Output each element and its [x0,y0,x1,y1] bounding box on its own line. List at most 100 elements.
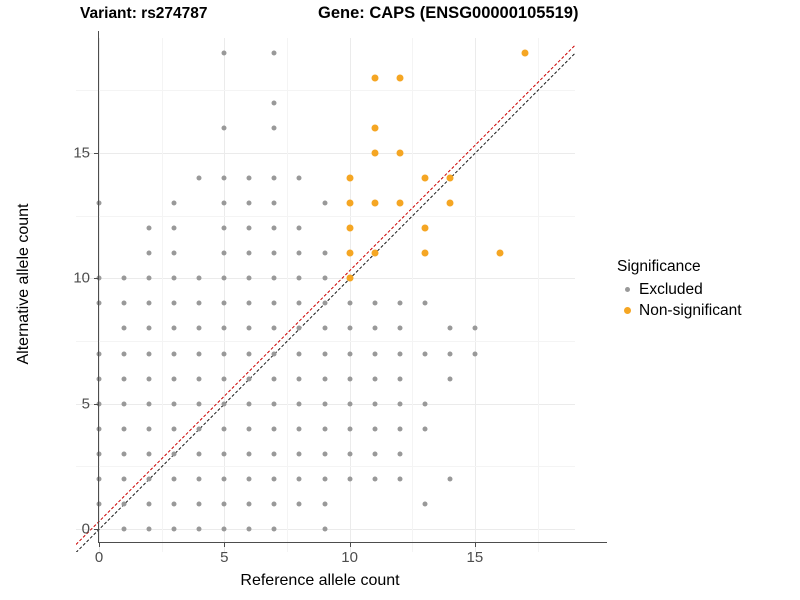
data-point [146,426,152,432]
data-point [271,376,277,382]
data-point [246,300,252,306]
data-point [246,275,252,281]
data-point [196,325,202,331]
data-point [296,476,302,482]
data-point [371,124,379,132]
data-point [221,476,227,482]
legend-item-non-significant[interactable]: Non-significant [617,300,797,321]
data-point [472,325,478,331]
data-point [171,351,177,356]
x-axis-tick-label: 15 [466,549,484,566]
data-point [346,174,354,182]
gene-title: Gene: CAPS (ENSG00000105519) [318,4,579,22]
data-point [271,401,277,407]
y-axis-tick-label: 10 [73,269,90,287]
data-point [271,501,277,507]
data-point [446,174,454,182]
data-point [121,376,127,382]
data-point [171,476,177,482]
data-point [421,249,429,257]
data-point [421,224,429,232]
data-point [271,325,277,331]
data-point [397,300,403,306]
data-point [146,376,152,382]
data-point [397,476,403,482]
data-point [296,325,302,331]
data-point [421,174,429,182]
data-point [372,451,378,457]
data-point [171,250,177,256]
data-point [171,325,177,331]
data-point [296,300,302,306]
data-point [422,300,428,306]
data-point [271,225,277,231]
data-point [322,476,328,482]
data-point [146,250,152,256]
data-point [171,526,177,532]
x-axis-tick-label: 10 [341,549,358,566]
data-point [221,501,227,507]
data-point [422,401,428,407]
data-point [296,501,302,507]
x-axis-tick [474,543,477,547]
data-point [196,501,202,507]
data-point [146,300,152,306]
data-point [121,451,127,457]
data-point [347,451,353,457]
x-axis-tick-label: 0 [94,549,104,566]
data-point [372,351,378,356]
data-point [146,526,152,532]
data-point [397,451,403,457]
data-point [221,526,227,532]
data-point [271,125,277,131]
data-point [221,175,227,181]
legend-item-label: Non-significant [639,301,742,319]
data-point [271,476,277,482]
legend-swatch-icon [617,301,637,321]
data-point [121,325,127,331]
data-point [221,200,227,206]
data-point [196,526,202,532]
x-axis-tick [349,543,351,547]
data-point [296,175,302,181]
data-point [146,275,152,281]
data-point [346,224,354,232]
gridline-vertical [161,37,163,552]
data-point [296,275,302,281]
data-point [246,476,252,482]
x-axis-tick [224,543,226,547]
data-point [171,426,177,432]
data-point [271,300,277,306]
data-point [422,426,428,432]
figure-title-bar: Variant: rs274787 Gene: CAPS (ENSG000001… [0,0,800,32]
gridline-horizontal [76,152,576,154]
data-point [146,476,152,482]
data-point [372,300,378,306]
gridline-horizontal [76,340,576,342]
data-point [371,199,379,207]
data-point [171,300,177,306]
data-point [246,426,252,432]
data-point [397,325,403,331]
y-axis-tick [94,152,98,155]
data-point [396,74,404,82]
data-point [221,451,227,457]
data-point [246,250,252,256]
data-point [396,199,404,207]
data-point [246,451,252,457]
data-point [121,426,127,432]
gridline-vertical [224,37,226,552]
data-point [296,250,302,256]
data-point [121,526,127,532]
data-point [246,175,252,181]
legend-item-excluded[interactable]: Excluded [617,279,797,300]
data-point [447,325,453,331]
data-point [346,199,354,207]
data-point [146,451,152,457]
x-axis-line [98,542,607,544]
data-point [196,401,202,407]
data-point [322,300,328,306]
data-point [146,225,152,231]
data-point [196,300,202,306]
data-point [171,275,177,281]
